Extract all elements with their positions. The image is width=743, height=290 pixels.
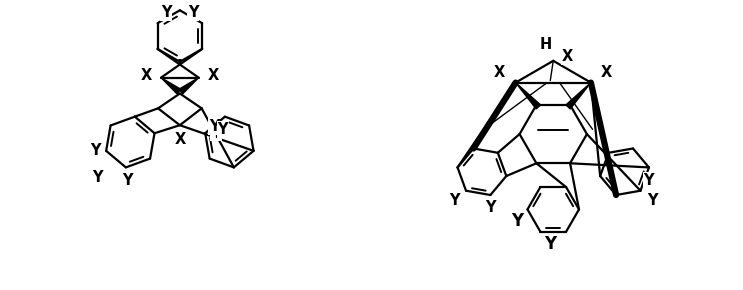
Polygon shape <box>516 83 541 109</box>
Polygon shape <box>566 83 591 109</box>
Text: Y: Y <box>123 173 133 188</box>
Text: X: X <box>562 49 573 64</box>
Text: Y: Y <box>485 200 496 215</box>
Text: X: X <box>494 65 505 80</box>
Text: Y: Y <box>449 193 459 208</box>
Text: X: X <box>208 68 219 83</box>
Polygon shape <box>179 78 198 94</box>
Text: Y: Y <box>161 5 172 20</box>
Text: Y: Y <box>511 212 524 230</box>
Text: Y: Y <box>218 122 228 137</box>
Text: X: X <box>174 132 186 146</box>
Text: Y: Y <box>90 143 100 158</box>
Text: X: X <box>140 68 152 83</box>
Text: Y: Y <box>544 235 557 253</box>
Text: Y: Y <box>211 126 221 141</box>
Text: Y: Y <box>647 193 658 208</box>
Text: Y: Y <box>209 119 219 134</box>
Text: Y: Y <box>643 173 654 188</box>
Text: Y: Y <box>188 5 198 20</box>
Text: H: H <box>539 37 551 52</box>
Polygon shape <box>161 78 181 94</box>
Text: Y: Y <box>92 170 103 185</box>
Text: X: X <box>601 65 612 80</box>
